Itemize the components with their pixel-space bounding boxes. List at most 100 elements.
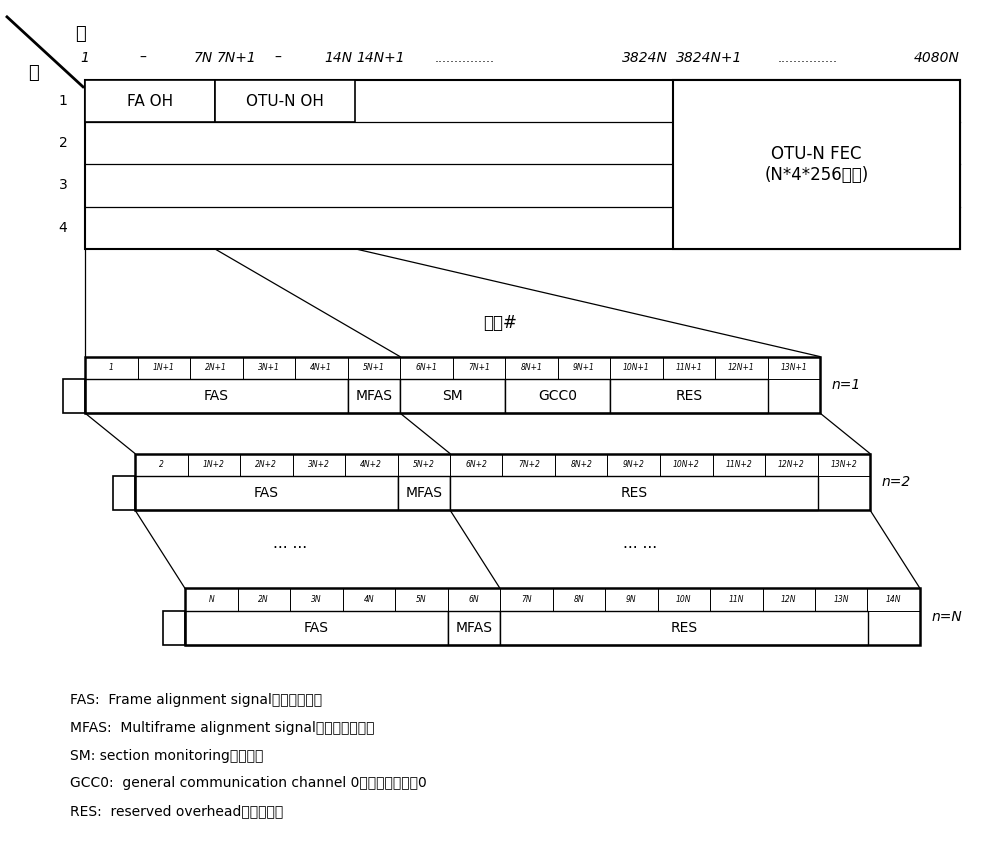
Text: 1: 1 xyxy=(109,363,114,373)
Text: MFAS: MFAS xyxy=(405,486,442,500)
Text: 2N+1: 2N+1 xyxy=(205,363,227,373)
Bar xyxy=(558,357,610,379)
Text: 1: 1 xyxy=(170,621,178,635)
Bar xyxy=(448,588,500,611)
Bar xyxy=(505,379,610,413)
Text: 7N: 7N xyxy=(193,51,213,65)
Text: 13N+2: 13N+2 xyxy=(830,460,857,470)
Bar xyxy=(763,588,815,611)
Bar xyxy=(242,357,295,379)
Text: 11N: 11N xyxy=(728,595,744,604)
Text: MFAS: MFAS xyxy=(455,621,492,635)
Bar xyxy=(400,379,505,413)
Text: 6N: 6N xyxy=(468,595,479,604)
Text: n=2: n=2 xyxy=(882,475,911,489)
Text: 4N: 4N xyxy=(363,595,374,604)
Text: 列号#: 列号# xyxy=(483,314,517,332)
Text: 1: 1 xyxy=(70,389,78,403)
Bar xyxy=(502,454,555,476)
Text: 12N+1: 12N+1 xyxy=(728,363,755,373)
Bar xyxy=(85,80,214,122)
Text: 9N: 9N xyxy=(626,595,637,604)
Text: –: – xyxy=(274,51,281,65)
Text: 1: 1 xyxy=(59,94,67,108)
Bar xyxy=(500,611,868,645)
Bar xyxy=(292,454,345,476)
Bar xyxy=(63,379,85,413)
Bar xyxy=(658,588,710,611)
Text: GCC0:  general communication channel 0，通用通信通道0: GCC0: general communication channel 0，通用… xyxy=(70,776,427,791)
Text: OTU-N FEC
(N*4*256字节): OTU-N FEC (N*4*256字节) xyxy=(764,145,869,184)
Bar xyxy=(135,476,398,510)
Text: 11N+2: 11N+2 xyxy=(725,460,752,470)
Text: FAS: FAS xyxy=(304,621,329,635)
Text: 3N: 3N xyxy=(311,595,322,604)
Text: FAS: FAS xyxy=(254,486,279,500)
Text: n=1: n=1 xyxy=(832,378,861,392)
Bar xyxy=(610,379,768,413)
Text: 12N+2: 12N+2 xyxy=(778,460,805,470)
Text: SM: section monitoring，段监控: SM: section monitoring，段监控 xyxy=(70,749,263,763)
Text: 1: 1 xyxy=(81,51,89,65)
Text: OTU-N OH: OTU-N OH xyxy=(246,94,323,109)
Text: RES: RES xyxy=(670,621,697,635)
Bar xyxy=(163,611,185,645)
Text: 7N+1: 7N+1 xyxy=(468,363,490,373)
Text: 7N+1: 7N+1 xyxy=(217,51,256,65)
Text: 3N+2: 3N+2 xyxy=(308,460,330,470)
Bar xyxy=(867,588,920,611)
Text: 3: 3 xyxy=(59,179,67,192)
Text: 2N: 2N xyxy=(258,595,269,604)
Bar xyxy=(605,588,658,611)
Text: 2N+2: 2N+2 xyxy=(255,460,277,470)
Bar xyxy=(768,357,820,379)
Text: 10N+1: 10N+1 xyxy=(623,363,650,373)
Bar xyxy=(662,357,715,379)
Bar xyxy=(348,357,400,379)
Bar xyxy=(85,357,820,413)
Text: RES: RES xyxy=(675,389,702,403)
Bar xyxy=(398,454,450,476)
Bar xyxy=(450,476,818,510)
Text: FAS:  Frame alignment signal，帧对齐信号: FAS: Frame alignment signal，帧对齐信号 xyxy=(70,693,322,707)
Text: 2: 2 xyxy=(159,460,164,470)
Text: 8N+2: 8N+2 xyxy=(570,460,592,470)
Text: 4N+2: 4N+2 xyxy=(360,460,382,470)
Bar xyxy=(240,454,292,476)
Bar xyxy=(452,357,505,379)
Text: 14N+1: 14N+1 xyxy=(357,51,405,65)
Bar xyxy=(660,454,712,476)
Bar xyxy=(215,80,354,122)
Text: MFAS:  Multiframe alignment signal，复帧对齐信号: MFAS: Multiframe alignment signal，复帧对齐信号 xyxy=(70,721,374,735)
Text: 6N+1: 6N+1 xyxy=(415,363,437,373)
Bar xyxy=(815,588,868,611)
Text: n=N: n=N xyxy=(932,609,963,624)
Text: 5N+1: 5N+1 xyxy=(363,363,385,373)
Bar xyxy=(715,357,768,379)
Text: 1N+1: 1N+1 xyxy=(153,363,175,373)
Text: MFAS: MFAS xyxy=(355,389,392,403)
Bar xyxy=(448,611,500,645)
Text: ...............: ............... xyxy=(778,52,838,65)
Bar xyxy=(555,454,607,476)
Bar xyxy=(138,357,190,379)
Text: 1: 1 xyxy=(120,486,128,500)
Text: 12N: 12N xyxy=(781,595,796,604)
Text: 3824N+1: 3824N+1 xyxy=(676,51,742,65)
Text: GCC0: GCC0 xyxy=(538,389,577,403)
Text: 3824N: 3824N xyxy=(622,51,668,65)
Bar xyxy=(85,357,138,379)
Text: RES:  reserved overhead，保留开销: RES: reserved overhead，保留开销 xyxy=(70,804,283,819)
Bar xyxy=(398,476,450,510)
Text: 4N+1: 4N+1 xyxy=(310,363,332,373)
Bar xyxy=(185,588,238,611)
Text: 9N+2: 9N+2 xyxy=(623,460,645,470)
Text: RES: RES xyxy=(620,486,647,500)
Bar xyxy=(295,357,348,379)
Text: FA OH: FA OH xyxy=(127,94,173,109)
Text: 13N+1: 13N+1 xyxy=(780,363,807,373)
Text: 列: 列 xyxy=(75,24,85,43)
Bar xyxy=(113,476,135,510)
Bar xyxy=(185,611,448,645)
Bar xyxy=(345,454,398,476)
